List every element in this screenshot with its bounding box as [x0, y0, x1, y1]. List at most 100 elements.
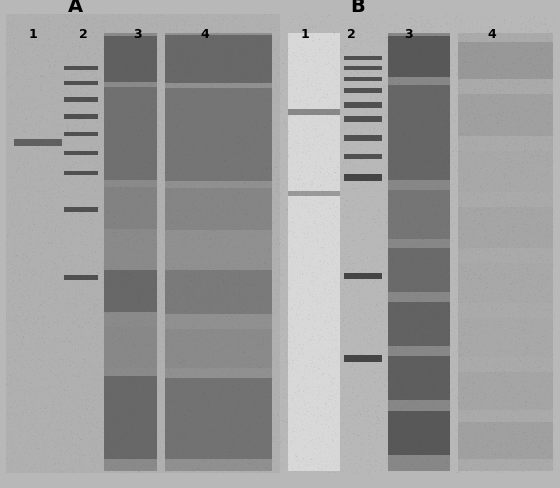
Point: [400, 325, 409, 333]
Point: [64, 124, 73, 132]
Point: [35, 55, 44, 62]
Point: [140, 274, 149, 282]
Point: [420, 288, 429, 296]
Point: [344, 242, 353, 249]
Point: [444, 159, 452, 167]
Point: [11, 348, 20, 356]
Point: [277, 230, 286, 238]
Point: [10, 375, 19, 383]
Point: [31, 71, 40, 79]
Point: [208, 203, 217, 211]
Point: [41, 198, 50, 206]
Point: [375, 252, 384, 260]
Point: [281, 211, 290, 219]
Point: [345, 112, 354, 120]
Point: [267, 457, 276, 465]
Point: [351, 397, 360, 405]
Point: [444, 286, 452, 294]
Point: [489, 436, 498, 444]
Point: [95, 47, 104, 55]
Point: [39, 396, 48, 404]
Point: [310, 444, 319, 452]
Point: [181, 446, 190, 453]
Point: [172, 122, 181, 129]
Point: [312, 82, 321, 90]
Point: [473, 394, 482, 402]
Point: [226, 407, 235, 414]
Point: [114, 144, 123, 152]
Point: [123, 121, 132, 128]
Point: [358, 262, 367, 269]
Point: [372, 138, 381, 146]
Point: [128, 394, 137, 402]
Point: [450, 342, 459, 349]
Point: [204, 351, 213, 359]
Point: [40, 12, 49, 20]
Point: [142, 300, 151, 308]
Point: [435, 75, 444, 82]
Point: [23, 284, 32, 292]
Point: [169, 117, 178, 125]
Point: [390, 12, 399, 20]
Point: [61, 85, 70, 93]
Point: [477, 77, 486, 84]
Point: [40, 228, 49, 236]
Point: [256, 38, 265, 45]
Point: [245, 455, 254, 463]
Point: [206, 459, 215, 467]
Point: [175, 83, 184, 91]
Point: [536, 281, 545, 289]
Point: [207, 83, 216, 91]
Point: [524, 151, 533, 159]
Point: [507, 286, 516, 294]
Point: [370, 430, 379, 438]
Point: [250, 376, 259, 384]
Point: [244, 420, 253, 428]
Point: [515, 306, 524, 314]
Point: [315, 60, 324, 68]
Point: [308, 307, 317, 315]
Point: [251, 273, 260, 281]
Point: [94, 29, 103, 37]
Point: [395, 164, 404, 172]
Point: [417, 253, 426, 261]
Point: [242, 50, 251, 58]
Point: [219, 232, 228, 240]
Point: [273, 464, 282, 471]
Point: [35, 445, 44, 452]
Point: [386, 80, 395, 88]
Point: [446, 198, 455, 206]
Point: [69, 103, 78, 111]
Point: [13, 99, 22, 107]
Point: [123, 183, 132, 191]
Point: [367, 255, 376, 263]
Point: [87, 407, 96, 414]
Point: [168, 215, 177, 223]
Point: [379, 283, 388, 290]
Point: [294, 176, 303, 183]
Point: [494, 87, 503, 95]
Point: [376, 111, 385, 119]
Point: [334, 290, 343, 298]
Point: [124, 353, 133, 361]
Point: [125, 209, 134, 217]
Point: [465, 339, 474, 347]
Point: [324, 362, 333, 370]
Point: [113, 445, 122, 453]
Point: [109, 374, 118, 382]
Point: [214, 185, 223, 193]
Point: [402, 110, 411, 118]
Point: [538, 432, 547, 440]
Point: [317, 250, 326, 258]
Point: [43, 401, 52, 409]
Point: [225, 421, 234, 429]
Point: [254, 19, 263, 27]
Point: [183, 17, 192, 25]
Point: [290, 370, 298, 378]
Point: [362, 190, 371, 198]
Point: [104, 438, 113, 446]
Point: [252, 258, 261, 265]
Point: [98, 19, 107, 26]
Point: [549, 364, 558, 371]
Point: [407, 432, 416, 440]
